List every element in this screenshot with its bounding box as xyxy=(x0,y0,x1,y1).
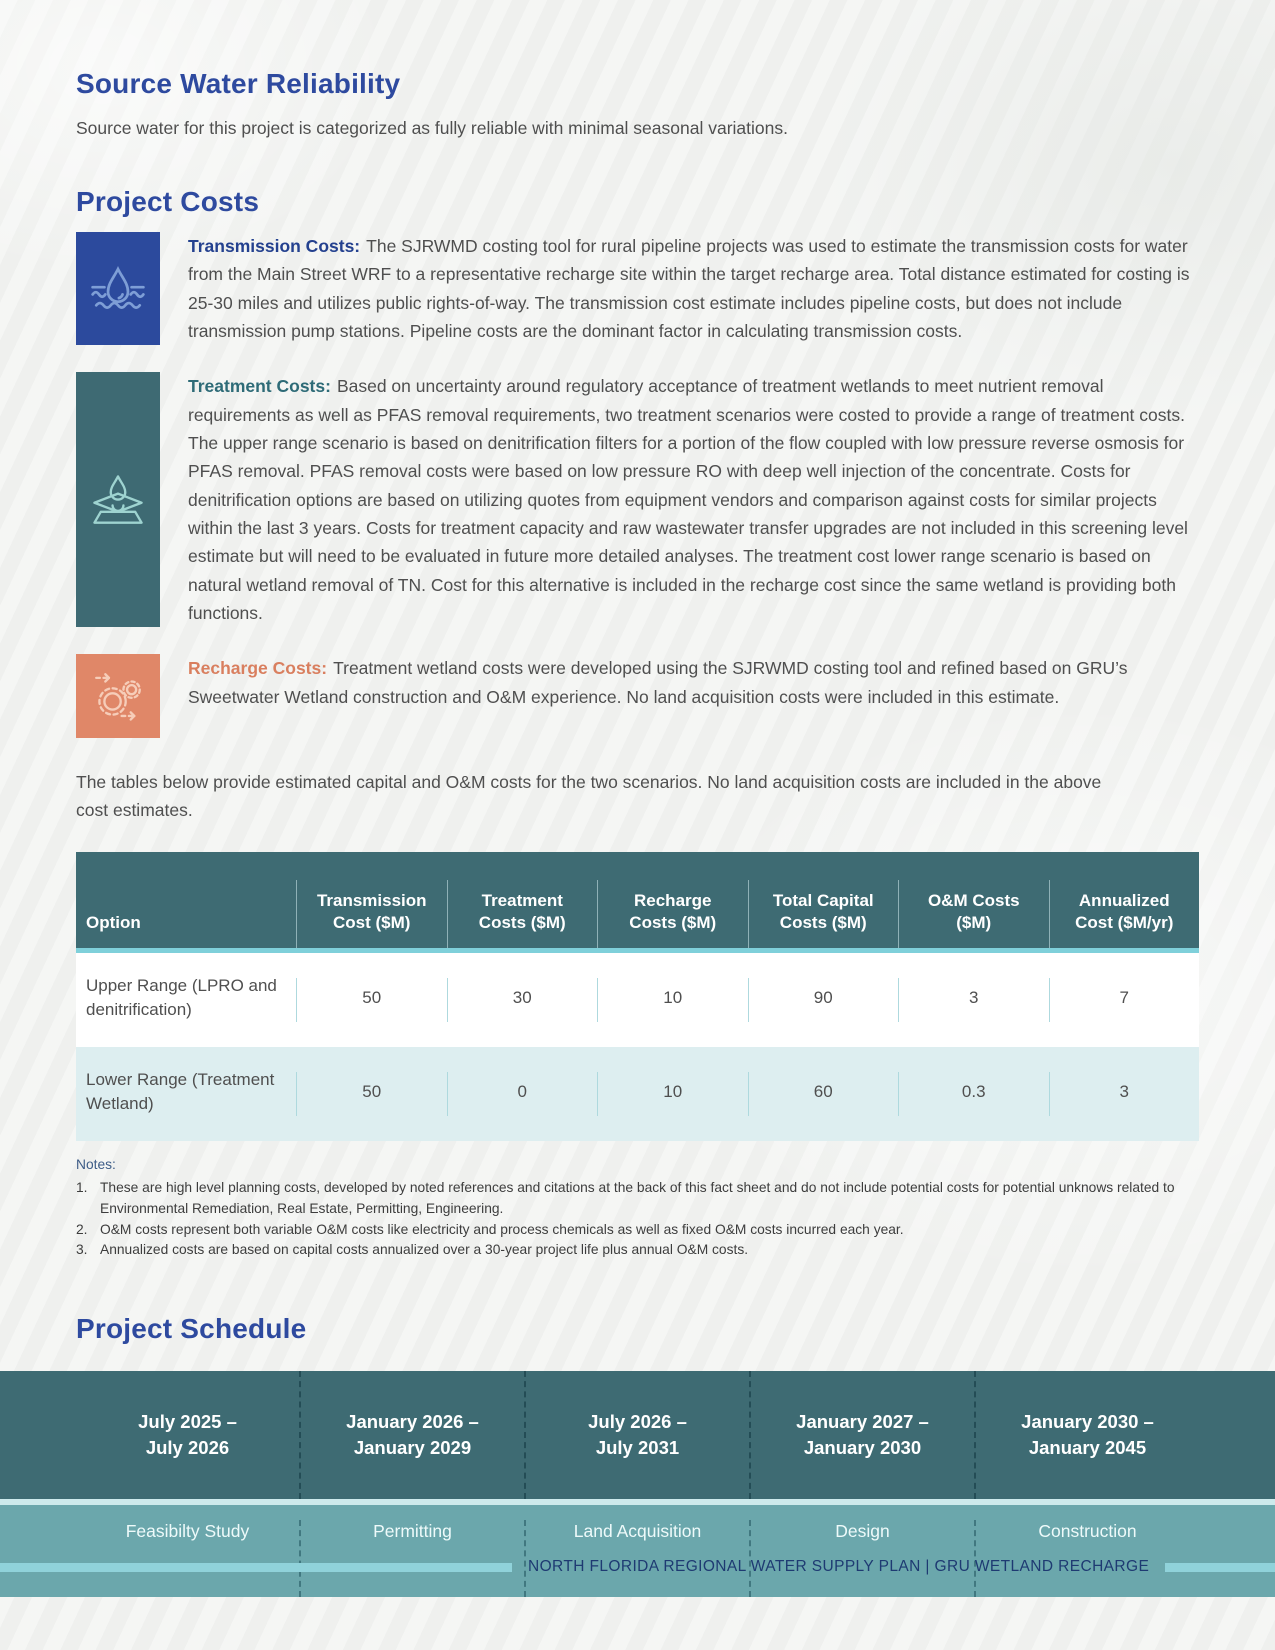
footer-bar-right xyxy=(1165,1562,1275,1572)
note-item: 1. These are high level planning costs, … xyxy=(76,1178,1199,1219)
project-costs-title: Project Costs xyxy=(76,186,260,217)
schedule-phases-row: Feasibilty Study Permitting Land Acquisi… xyxy=(0,1504,1275,1597)
date-range-line: July 2025 – xyxy=(138,1411,237,1433)
column-header-recharge: Recharge Costs ($M) xyxy=(597,880,748,949)
schedule-dates-permitting: January 2026 – January 2029 xyxy=(299,1370,524,1499)
treatment-icon-box xyxy=(76,372,160,628)
droplet-filter-layers-icon xyxy=(93,475,143,524)
date-range-line: January 2029 xyxy=(353,1436,472,1458)
schedule-dates-row: July 2025 – July 2026 January 2026 – Jan… xyxy=(0,1370,1275,1499)
transmission-costs-label: Transmission Costs: xyxy=(188,236,361,256)
transmission-costs-item: Transmission Costs: The SJRWMD costing to… xyxy=(76,232,1199,346)
notes-section: Notes: 1. These are high level planning … xyxy=(76,1155,1199,1260)
recharge-costs-item: Recharge Costs: Treatment wetland costs w… xyxy=(76,654,1199,739)
date-range-line: January 2027 – xyxy=(796,1411,929,1433)
note-item: 3. Annualized costs are based on capital… xyxy=(76,1240,1199,1261)
note-text: Annualized costs are based on capital co… xyxy=(100,1242,749,1258)
date-range-line: July 2026 xyxy=(145,1436,230,1458)
tables-intro-paragraph: The tables below provide estimated capit… xyxy=(76,772,1102,821)
project-schedule-table: July 2025 – July 2026 January 2026 – Jan… xyxy=(0,1370,1275,1597)
treatment-costs-text: Based on uncertainty around regulatory a… xyxy=(188,376,1188,624)
date-range-line: January 2045 xyxy=(1028,1436,1147,1458)
schedule-dates-land-acquisition: July 2026 – July 2031 xyxy=(524,1370,749,1499)
option-cell: Upper Range (LPRO and denitrification) xyxy=(86,975,277,1020)
value-cell: 10 xyxy=(597,1072,748,1117)
date-range-line: January 2030 xyxy=(803,1436,922,1458)
gears-process-arrows-icon xyxy=(95,673,141,722)
transmission-costs-text: The SJRWMD costing tool for rural pipeli… xyxy=(188,236,1190,342)
column-header-annualized: Annualized Cost ($M/yr) xyxy=(1048,880,1200,949)
phase-design: Design xyxy=(749,1519,974,1597)
column-header-treatment: Treatment Costs ($M) xyxy=(446,880,598,949)
page-footer: NORTH FLORIDA REGIONAL WATER SUPPLY PLAN… xyxy=(0,1558,1275,1576)
recharge-icon-box xyxy=(76,654,160,739)
date-range-line: July 2031 xyxy=(595,1436,680,1458)
transmission-icon-box xyxy=(76,232,160,346)
option-cell: Lower Range (Treatment Wetland) xyxy=(86,1069,275,1114)
recharge-costs-label: Recharge Costs: xyxy=(188,658,328,679)
value-cell: 10 xyxy=(597,978,748,1023)
treatment-costs-item: Treatment Costs: Based on uncertainty aro… xyxy=(76,372,1199,628)
schedule-dates-construction: January 2030 – January 2045 xyxy=(974,1370,1199,1499)
table-row-upper-range: Upper Range (LPRO and denitrification) 5… xyxy=(76,953,1200,1048)
value-cell: 90 xyxy=(747,978,899,1023)
note-number: 2. xyxy=(76,1221,88,1237)
source-water-reliability-title: Source Water Reliability xyxy=(76,68,401,99)
footer-text: NORTH FLORIDA REGIONAL WATER SUPPLY PLAN… xyxy=(528,1558,1150,1575)
value-cell: 60 xyxy=(747,1072,899,1117)
schedule-dates-feasibility: July 2025 – July 2026 xyxy=(76,1371,299,1499)
project-schedule-title: Project Schedule xyxy=(76,1312,307,1344)
treatment-costs-label: Treatment Costs: xyxy=(188,376,331,397)
schedule-divider xyxy=(0,1498,1275,1505)
date-range-line: January 2026 – xyxy=(346,1411,479,1433)
table-row-lower-range: Lower Range (Treatment Wetland) 50 0 10 … xyxy=(76,1047,1200,1142)
notes-heading: Notes: xyxy=(76,1157,116,1173)
table-header-divider xyxy=(76,948,1199,954)
recharge-costs-text: Treatment wetland costs were developed u… xyxy=(188,658,1128,707)
value-cell: 0.3 xyxy=(898,1072,1049,1117)
column-header-om: O&M Costs ($M) xyxy=(898,880,1049,949)
column-header-total-capital: Total Capital Costs ($M) xyxy=(747,880,899,949)
note-item: 2. O&M costs represent both variable O&M… xyxy=(76,1220,1199,1241)
column-header-option: Option xyxy=(86,913,141,933)
phase-construction: Construction xyxy=(974,1519,1199,1597)
value-cell: 7 xyxy=(1048,978,1200,1023)
recharge-costs-paragraph: Recharge Costs: Treatment wetland costs w… xyxy=(188,654,1199,738)
date-range-line: January 2030 – xyxy=(1021,1411,1154,1433)
note-text: O&M costs represent both variable O&M co… xyxy=(100,1221,904,1237)
note-number: 3. xyxy=(76,1242,88,1258)
phase-feasibility-study: Feasibilty Study xyxy=(125,1520,250,1541)
schedule-dates-design: January 2027 – January 2030 xyxy=(749,1370,974,1499)
value-cell: 30 xyxy=(446,978,598,1023)
cost-table: Option Transmission Cost ($M) Treatment … xyxy=(76,852,1200,1142)
value-cell: 3 xyxy=(1048,1072,1200,1117)
source-water-paragraph: Source water for this project is categor… xyxy=(76,118,788,138)
cost-table-header-row: Option Transmission Cost ($M) Treatment … xyxy=(76,852,1200,949)
note-text: These are high level planning costs, dev… xyxy=(100,1180,1175,1216)
value-cell: 3 xyxy=(898,978,1049,1023)
phase-permitting: Permitting xyxy=(299,1519,524,1597)
water-drop-waves-icon xyxy=(91,265,145,309)
value-cell: 50 xyxy=(296,1072,447,1117)
note-number: 1. xyxy=(76,1180,88,1196)
footer-bar-left xyxy=(0,1562,512,1572)
transmission-costs-paragraph: Transmission Costs: The SJRWMD costing to… xyxy=(188,232,1199,345)
value-cell: 50 xyxy=(296,978,447,1023)
date-range-line: July 2026 – xyxy=(588,1411,687,1433)
column-header-transmission: Transmission Cost ($M) xyxy=(296,880,447,949)
treatment-costs-paragraph: Treatment Costs: Based on uncertainty aro… xyxy=(188,372,1199,627)
value-cell: 0 xyxy=(446,1072,598,1117)
phase-land-acquisition: Land Acquisition xyxy=(524,1519,749,1597)
